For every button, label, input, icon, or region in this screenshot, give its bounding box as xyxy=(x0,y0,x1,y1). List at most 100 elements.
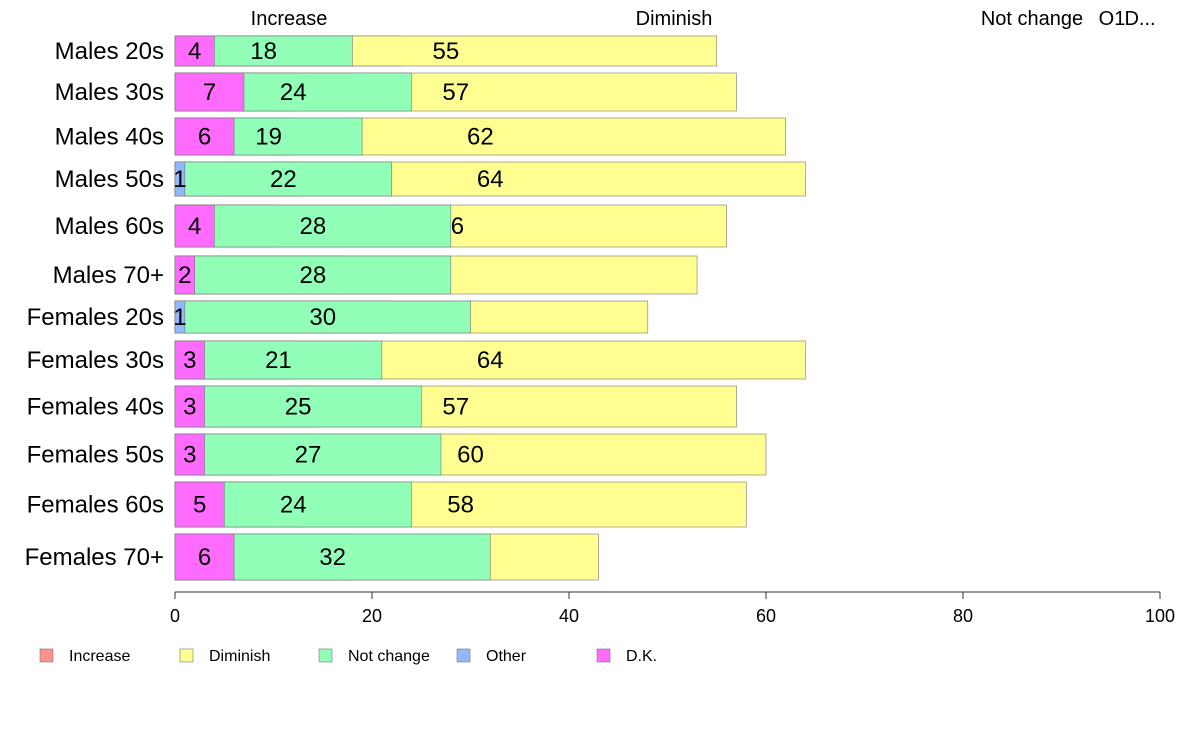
row-label: Males 50s xyxy=(55,166,164,193)
data-label: 4 xyxy=(188,38,201,65)
bar-segment-other xyxy=(174,300,186,334)
data-label: 2 xyxy=(178,262,191,289)
bar-segment-not-change xyxy=(174,300,471,334)
legend-item: Not change xyxy=(318,648,430,665)
bar-row: Females 50s1060273 xyxy=(27,433,767,476)
row-label: Males 30s xyxy=(55,79,164,106)
row-label: Males 20s xyxy=(55,38,164,65)
legend-item: Increase xyxy=(39,648,130,665)
bar-segment-d-k xyxy=(174,204,215,248)
data-label: 32 xyxy=(319,544,346,571)
data-label: 6 xyxy=(198,124,211,151)
data-label: 24 xyxy=(280,492,307,519)
data-label: 25 xyxy=(285,394,312,421)
data-label: 5 xyxy=(193,492,206,519)
bar-row: Males 70+17532812 xyxy=(53,255,698,295)
data-label: 4 xyxy=(188,213,201,240)
row-label: Females 60s xyxy=(27,492,164,519)
bar-segment-d-k xyxy=(174,340,205,380)
legend-swatch xyxy=(596,648,611,663)
x-tick-label: 60 xyxy=(756,606,776,626)
row-label: Females 50s xyxy=(27,442,164,469)
top-label-4: D... xyxy=(1124,8,1155,30)
data-label: 57 xyxy=(442,394,469,421)
legend-label: D.K. xyxy=(626,648,657,665)
top-label-1: Diminish xyxy=(636,8,713,30)
data-label: 7 xyxy=(203,79,216,106)
data-label: 62 xyxy=(467,124,494,151)
top-label-0: Increase xyxy=(251,8,328,30)
data-label: 58 xyxy=(447,492,474,519)
data-label: 1 xyxy=(173,304,186,331)
row-label: Males 60s xyxy=(55,213,164,240)
legend-swatch xyxy=(318,648,333,663)
data-label: 28 xyxy=(300,262,327,289)
data-label: 28 xyxy=(300,213,327,240)
legend: Increase Diminish Not change Other D.K. xyxy=(39,648,657,665)
bar-segment-d-k xyxy=(174,533,235,581)
data-label: 3 xyxy=(183,347,196,374)
bar-row: Females 20s2248301 xyxy=(27,300,649,334)
x-axis: 0 20 40 60 80 100 xyxy=(170,591,1175,626)
x-tick-label: 20 xyxy=(362,606,382,626)
bar-row: Females 40s14572513 xyxy=(27,385,737,428)
bar-segment-d-k xyxy=(174,35,215,67)
row-label: Males 70+ xyxy=(53,262,164,289)
row-label: Females 40s xyxy=(27,394,164,421)
legend-swatch xyxy=(39,648,54,663)
bar-segment-not-change xyxy=(174,255,452,295)
x-tick-label: 0 xyxy=(170,606,180,626)
data-label: 57 xyxy=(442,79,469,106)
bar-segment-not-change xyxy=(174,161,392,197)
data-label: 24 xyxy=(280,79,307,106)
data-label: 1 xyxy=(173,166,186,193)
bar-row: Females 60s13582415 xyxy=(27,481,747,528)
bar-row: Males 30s1257247 xyxy=(55,72,737,112)
bar-row: Males 60s10562814 xyxy=(55,204,727,248)
x-tick-label: 40 xyxy=(559,606,579,626)
chart-rows: Males 20s2355184Males 30s1257247Males 40… xyxy=(25,35,806,581)
data-label: 3 xyxy=(183,442,196,469)
legend-label: Diminish xyxy=(209,648,270,665)
bar-row: Males 50s1364221 xyxy=(55,161,806,197)
bar-segment-not-change xyxy=(174,204,452,248)
row-label: Females 30s xyxy=(27,347,164,374)
legend-label: Other xyxy=(486,648,527,665)
data-label: 21 xyxy=(265,347,292,374)
data-label: 27 xyxy=(295,442,322,469)
legend-item: Other xyxy=(456,648,527,665)
data-label: 6 xyxy=(198,544,211,571)
top-column-labels: Increase Diminish Not change O1 D... xyxy=(251,8,1156,30)
row-label: Females 70+ xyxy=(25,544,164,571)
bar-segment-other xyxy=(174,161,186,197)
top-label-2: Not change xyxy=(981,8,1083,30)
data-label: 30 xyxy=(309,304,336,331)
bar-row: Females 70+18433216 xyxy=(25,533,599,581)
bar-segment-d-k xyxy=(174,255,196,295)
legend-swatch xyxy=(179,648,194,663)
data-label: 55 xyxy=(433,38,460,65)
row-label: Females 20s xyxy=(27,304,164,331)
bar-segment-not-change xyxy=(174,340,383,380)
legend-label: Increase xyxy=(69,648,130,665)
bar-segment-d-k xyxy=(174,433,205,476)
data-label: 3 xyxy=(183,394,196,421)
data-label: 19 xyxy=(255,124,282,151)
legend-label: Not change xyxy=(348,648,430,665)
legend-item: D.K. xyxy=(596,648,657,665)
legend-item: Diminish xyxy=(179,648,270,665)
bar-segment-d-k xyxy=(174,72,245,112)
data-label: 64 xyxy=(477,347,504,374)
data-label: 18 xyxy=(250,38,277,65)
bar-row: Females 30s1264213 xyxy=(27,340,806,380)
x-tick-label: 80 xyxy=(953,606,973,626)
data-label: 64 xyxy=(477,166,504,193)
bar-row: Males 40s12621916 xyxy=(55,117,787,156)
legend-swatch xyxy=(456,648,471,663)
top-label-3: O1 xyxy=(1099,8,1126,30)
row-label: Males 40s xyxy=(55,124,164,151)
bar-segment-d-k xyxy=(174,117,235,156)
bar-segment-d-k xyxy=(174,385,205,428)
x-tick-label: 100 xyxy=(1145,606,1175,626)
